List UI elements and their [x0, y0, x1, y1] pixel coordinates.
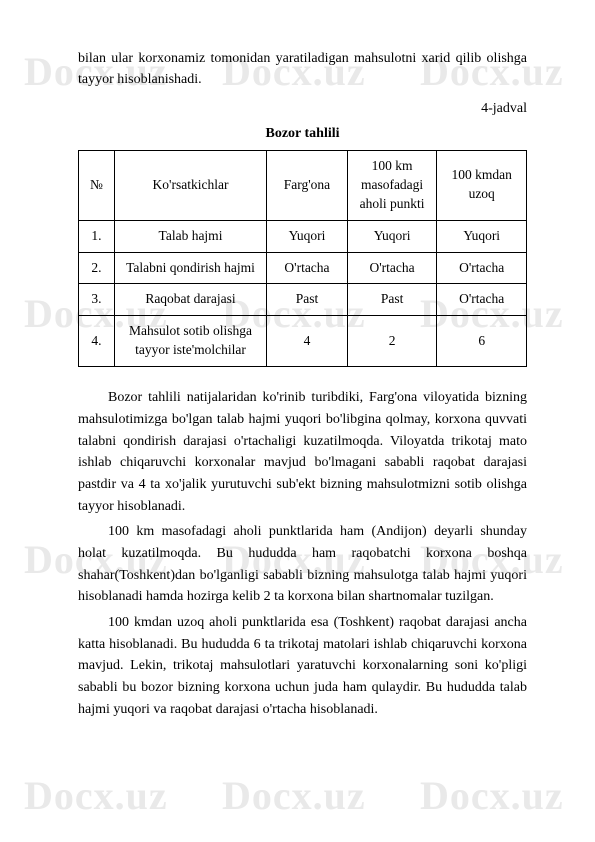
- header-100km: 100 km masofadagi aholi punkti: [347, 151, 437, 221]
- cell-fargona: O'rtacha: [267, 252, 348, 284]
- table-row: 1. Talab hajmi Yuqori Yuqori Yuqori: [79, 220, 527, 252]
- page-content: bilan ular korxonamiz tomonidan yaratila…: [78, 48, 527, 720]
- cell-uzoq: Yuqori: [437, 220, 527, 252]
- table-row: 4. Mahsulot sotib olishga tayyor iste'mo…: [79, 316, 527, 367]
- header-indicator: Ko'rsatkichlar: [114, 151, 266, 221]
- watermark: Docx.uz: [222, 766, 366, 826]
- header-number: №: [79, 151, 115, 221]
- table-title: Bozor tahlili: [78, 123, 527, 144]
- body-paragraph-2: 100 km masofadagi aholi punktlarida ham …: [78, 521, 527, 608]
- cell-100km: Yuqori: [347, 220, 437, 252]
- table-header-row: № Ko'rsatkichlar Farg'ona 100 km masofad…: [79, 151, 527, 221]
- header-fargona: Farg'ona: [267, 151, 348, 221]
- cell-indicator: Mahsulot sotib olishga tayyor iste'molch…: [114, 316, 266, 367]
- cell-num: 3.: [79, 284, 115, 316]
- cell-uzoq: 6: [437, 316, 527, 367]
- cell-num: 4.: [79, 316, 115, 367]
- table-row: 3. Raqobat darajasi Past Past O'rtacha: [79, 284, 527, 316]
- cell-fargona: 4: [267, 316, 348, 367]
- cell-indicator-line2: tayyor iste'molchilar: [135, 342, 246, 357]
- header-100km-line2: masofadagi: [361, 177, 423, 192]
- cell-num: 2.: [79, 252, 115, 284]
- analysis-table: № Ko'rsatkichlar Farg'ona 100 km masofad…: [78, 150, 527, 367]
- body-paragraph-3: 100 kmdan uzoq aholi punktlarida esa (To…: [78, 612, 527, 720]
- header-uzoq: 100 kmdan uzoq: [437, 151, 527, 221]
- cell-indicator: Raqobat darajasi: [114, 284, 266, 316]
- body-paragraph-1: Bozor tahlili natijalaridan ko'rinib tur…: [78, 387, 527, 517]
- cell-num: 1.: [79, 220, 115, 252]
- cell-100km: 2: [347, 316, 437, 367]
- intro-paragraph: bilan ular korxonamiz tomonidan yaratila…: [78, 48, 527, 90]
- header-uzoq-line1: 100 kmdan: [452, 167, 512, 182]
- cell-100km: O'rtacha: [347, 252, 437, 284]
- header-100km-line1: 100 km: [372, 158, 413, 173]
- header-uzoq-line2: uzoq: [469, 186, 495, 201]
- header-100km-line3: aholi punkti: [360, 196, 425, 211]
- table-row: 2. Talabni qondirish hajmi O'rtacha O'rt…: [79, 252, 527, 284]
- watermark: Docx.uz: [420, 766, 564, 826]
- cell-fargona: Yuqori: [267, 220, 348, 252]
- cell-uzoq: O'rtacha: [437, 252, 527, 284]
- cell-fargona: Past: [267, 284, 348, 316]
- table-number-label: 4-jadval: [78, 98, 527, 119]
- cell-100km: Past: [347, 284, 437, 316]
- cell-indicator-line1: Mahsulot sotib olishga: [129, 323, 252, 338]
- cell-indicator: Talab hajmi: [114, 220, 266, 252]
- watermark: Docx.uz: [24, 766, 168, 826]
- cell-indicator: Talabni qondirish hajmi: [114, 252, 266, 284]
- cell-uzoq: O'rtacha: [437, 284, 527, 316]
